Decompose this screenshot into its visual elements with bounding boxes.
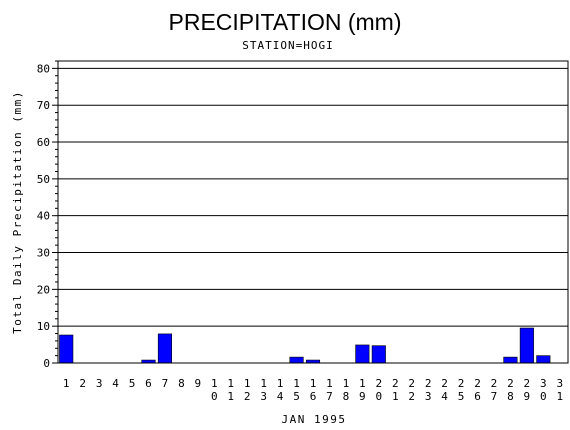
bar-day-1 [59,334,74,364]
x-tick-label: 3 [96,377,103,390]
y-tick-label: 60 [37,136,50,149]
y-tick-label: 0 [43,357,50,370]
x-tick-label: 6 [145,377,152,390]
x-tick-label: 7 [162,377,169,390]
bar-day-15 [289,356,304,364]
y-tick-label: 40 [37,210,50,223]
bar-day-30 [536,355,551,364]
y-tick-label: 20 [37,283,50,296]
bar-day-20 [371,345,386,364]
y-tick-label: 10 [37,320,50,333]
y-axis: 0 10 20 30 40 50 60 70 80 [37,60,58,370]
y-tick-label: 70 [37,99,50,112]
x-tick-label: 9 [195,377,202,390]
bar-day-7 [157,333,172,364]
x-tick-label: 2 [79,377,86,390]
x-tick-label: 8 [178,377,185,390]
x-tick-label: 1 [63,377,70,390]
gridlines [58,67,568,327]
bar-day-28 [503,356,518,364]
chart-title: PRECIPITATION (mm) [169,9,402,35]
y-tick-label: 30 [37,247,50,260]
bars [59,327,551,364]
y-axis-label: Total Daily Precipitation (mm) [11,90,24,334]
y-tick-label: 50 [37,173,50,186]
x-axis: 1 2 3 4 5 6 7 8 9 1 01 11 21 31 41 51 61 71 81 92 02 12 22 32 42… [63,377,563,403]
plot-frame [57,60,569,364]
y-tick-label: 80 [37,62,50,75]
bar-day-19 [355,344,370,364]
x-tick-label: 5 [129,377,136,390]
bar-day-29 [519,327,534,364]
chart-subtitle: STATION=HOGI [242,39,333,52]
x-tick-label: 4 [112,377,119,390]
x-axis-label: JAN 1995 [282,413,347,426]
